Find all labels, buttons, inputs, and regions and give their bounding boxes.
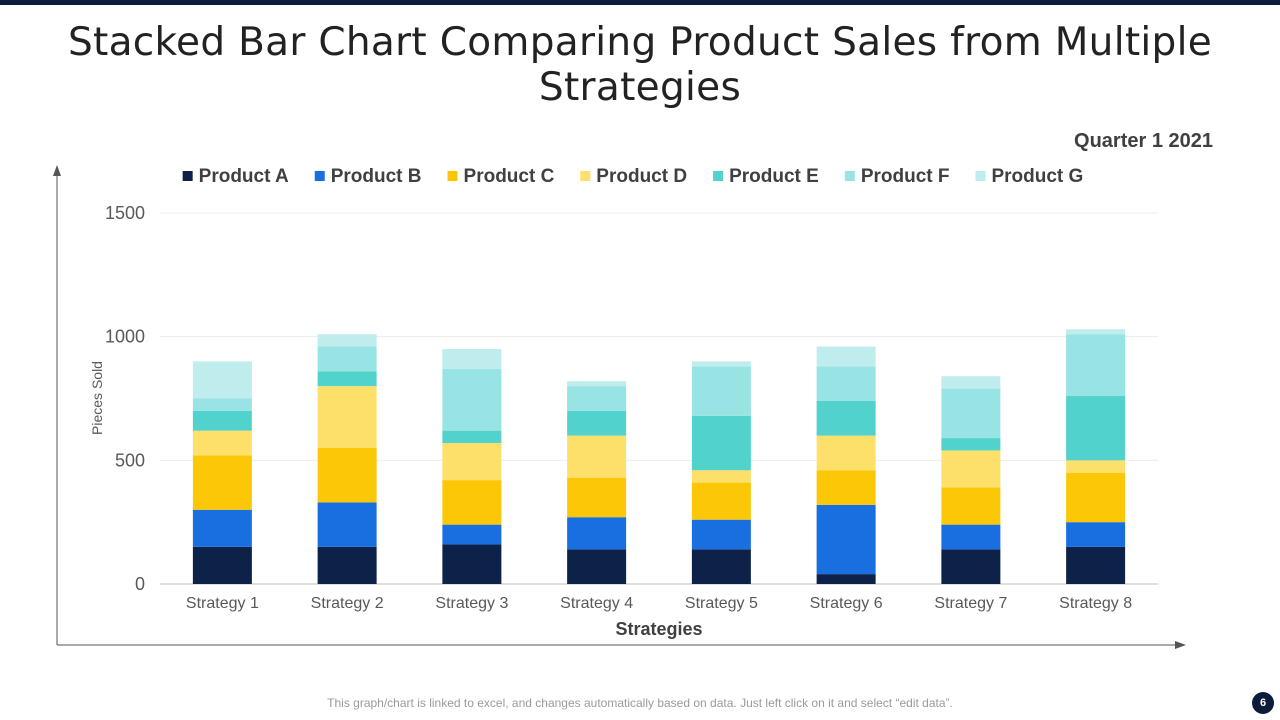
bar-segment-product-f xyxy=(691,366,751,416)
x-tick-label: Strategy 5 xyxy=(685,595,758,612)
legend-label-product-c: Product C xyxy=(464,166,555,187)
bar-segment-product-c xyxy=(567,477,627,518)
y-tick-label: 1500 xyxy=(105,203,145,223)
bar-segment-product-b xyxy=(941,524,1001,550)
outer-y-axis-arrowhead xyxy=(53,165,61,176)
bar-segment-product-c xyxy=(816,470,876,505)
bar-segment-product-d xyxy=(691,470,751,483)
bar-segment-product-f xyxy=(317,346,377,372)
outer-x-axis-arrowhead xyxy=(1175,641,1186,649)
y-tick-label: 1000 xyxy=(105,327,145,347)
bar-segment-product-f xyxy=(192,398,252,411)
legend-swatch-product-f xyxy=(844,171,855,181)
legend-label-product-g: Product G xyxy=(991,166,1083,187)
bar-segment-product-b xyxy=(192,509,252,547)
x-tick-label: Strategy 2 xyxy=(311,595,384,612)
bar-segment-product-g xyxy=(317,334,377,347)
legend-swatch-product-a xyxy=(182,171,193,181)
legend-swatch-product-b xyxy=(314,171,325,181)
x-axis-title: Strategies xyxy=(615,619,702,639)
bar-segment-product-f xyxy=(567,386,627,411)
bar-segment-product-d xyxy=(1066,460,1126,473)
bar-segment-product-a xyxy=(317,546,377,584)
bar-segment-product-d xyxy=(941,450,1001,488)
bar-segment-product-a xyxy=(1066,546,1126,584)
bar-segment-product-b xyxy=(442,524,502,545)
top-accent-bar xyxy=(0,0,1280,5)
bar-segment-product-a xyxy=(567,549,627,584)
bar-segment-product-g xyxy=(567,381,627,387)
bar-segment-product-e xyxy=(567,410,627,436)
stacked-bar-chart[interactable]: 0 500 1000 1500 Strategy 1 Strategy 2 Strategy… xyxy=(0,0,1280,690)
bar-segment-product-e xyxy=(1066,396,1126,461)
bar-segment-product-c xyxy=(317,447,377,503)
bar-segment-product-b xyxy=(567,517,627,550)
bar-segment-product-c xyxy=(691,482,751,520)
bar-segment-product-a xyxy=(941,549,1001,584)
bar-segment-product-b xyxy=(317,502,377,547)
x-tick-label: Strategy 8 xyxy=(1059,595,1132,612)
bar-segment-product-c xyxy=(192,455,252,510)
bar-segment-product-b xyxy=(691,519,751,550)
legend-label-product-b: Product B xyxy=(331,166,422,187)
bar-segment-product-e xyxy=(691,415,751,471)
legend-label-product-f: Product F xyxy=(861,166,950,187)
x-tick-label: Strategy 4 xyxy=(560,595,633,612)
bar-segment-product-a xyxy=(442,544,502,584)
bar-segment-product-b xyxy=(1066,522,1126,547)
bar-segment-product-a xyxy=(691,549,751,584)
page-number: 6 xyxy=(1252,692,1274,714)
bar-segment-product-a xyxy=(192,546,252,584)
y-tick-label: 500 xyxy=(115,450,145,470)
bar-segment-product-g xyxy=(941,376,1001,389)
chart-title: Quarter 1 2021 xyxy=(1074,130,1213,152)
bar-segment-product-e xyxy=(192,410,252,431)
x-tick-label: Strategy 7 xyxy=(934,595,1007,612)
bar-segment-product-d xyxy=(317,386,377,448)
bar-segment-product-e xyxy=(317,371,377,387)
bar-segment-product-d xyxy=(816,435,876,471)
footer-note: This graph/chart is linked to excel, and… xyxy=(327,696,953,710)
bar-segment-product-c xyxy=(1066,472,1126,523)
bar-segment-product-c xyxy=(442,480,502,525)
bar-segment-product-g xyxy=(1066,329,1126,335)
bar-segment-product-g xyxy=(816,346,876,367)
bar-segment-product-g xyxy=(691,361,751,367)
slide-title: Stacked Bar Chart Comparing Product Sale… xyxy=(67,20,1213,110)
bar-segment-product-g xyxy=(442,349,502,369)
legend-label-product-e: Product E xyxy=(729,166,819,187)
bar-segment-product-e xyxy=(941,438,1001,451)
legend-swatch-product-g xyxy=(975,171,986,181)
bar-segment-product-b xyxy=(816,504,876,575)
bar-segment-product-d xyxy=(192,430,252,456)
bar-segment-product-g xyxy=(192,361,252,399)
legend-label-product-a: Product A xyxy=(199,166,289,187)
y-axis-title: Pieces Sold xyxy=(89,361,105,435)
x-tick-label: Strategy 6 xyxy=(810,595,883,612)
y-tick-label: 0 xyxy=(135,574,145,594)
x-tick-label: Strategy 1 xyxy=(186,595,259,612)
x-tick-label: Strategy 3 xyxy=(435,595,508,612)
bar-segment-product-f xyxy=(442,368,502,431)
bar-segment-product-f xyxy=(941,388,1001,439)
legend-label-product-d: Product D xyxy=(596,166,687,187)
bar-segment-product-d xyxy=(567,435,627,478)
bar-segment-product-f xyxy=(816,366,876,401)
bar-segment-product-c xyxy=(941,487,1001,525)
legend-swatch-product-e xyxy=(713,171,724,181)
legend-swatch-product-d xyxy=(580,171,591,181)
bar-segment-product-f xyxy=(1066,334,1126,397)
bar-segment-product-a xyxy=(816,574,876,584)
legend-swatch-product-c xyxy=(447,171,458,181)
bar-segment-product-e xyxy=(442,430,502,444)
bar-segment-product-e xyxy=(816,400,876,436)
bar-segment-product-d xyxy=(442,443,502,481)
